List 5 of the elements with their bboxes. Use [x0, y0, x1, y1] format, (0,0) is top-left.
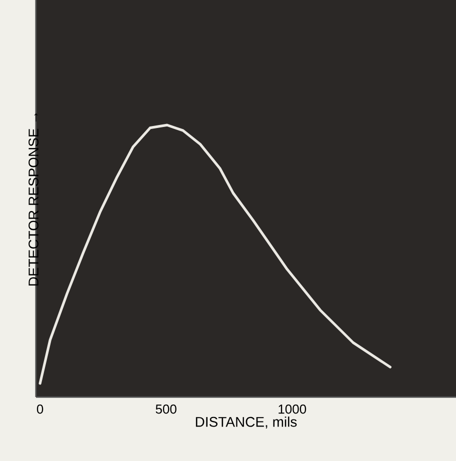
y-axis-title: DETECTOR RESPONSE →	[28, 113, 38, 286]
x-tick-label: 0	[36, 404, 44, 414]
x-axis-title: DISTANCE, mils	[196, 416, 297, 429]
x-tick-label: 1000	[278, 404, 306, 414]
x-tick-label: 500	[156, 404, 176, 414]
